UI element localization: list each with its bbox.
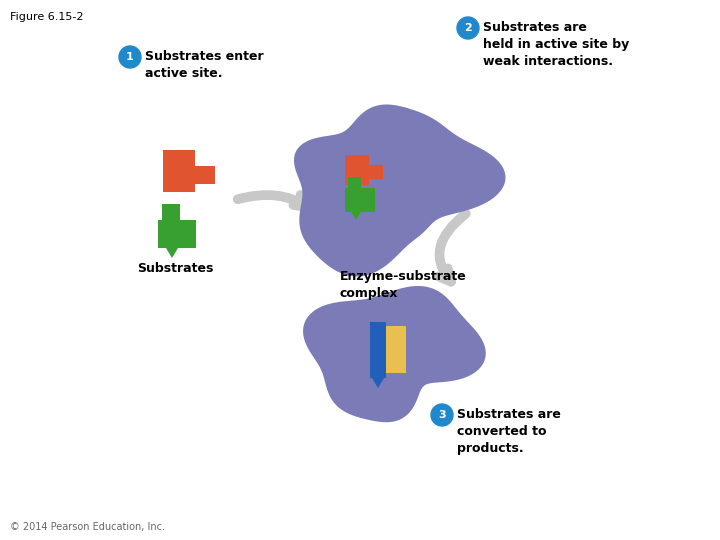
Polygon shape xyxy=(372,378,384,388)
Polygon shape xyxy=(351,212,361,220)
Polygon shape xyxy=(162,204,180,220)
Polygon shape xyxy=(345,155,369,185)
Text: 2: 2 xyxy=(464,23,472,33)
Polygon shape xyxy=(369,165,383,179)
Polygon shape xyxy=(195,166,215,184)
Polygon shape xyxy=(348,177,361,188)
Text: 3: 3 xyxy=(438,410,446,420)
Text: Substrates are
converted to
products.: Substrates are converted to products. xyxy=(457,408,561,455)
Text: Enzyme-substrate
complex: Enzyme-substrate complex xyxy=(340,270,467,300)
Circle shape xyxy=(431,404,453,426)
FancyArrowPatch shape xyxy=(438,214,466,282)
FancyArrowPatch shape xyxy=(238,195,307,207)
Polygon shape xyxy=(166,248,178,258)
Circle shape xyxy=(119,46,141,68)
Polygon shape xyxy=(345,188,375,212)
Polygon shape xyxy=(294,104,505,276)
Polygon shape xyxy=(163,150,195,192)
Polygon shape xyxy=(386,326,406,373)
Text: Substrates enter
active site.: Substrates enter active site. xyxy=(145,50,264,80)
Polygon shape xyxy=(370,322,386,378)
Polygon shape xyxy=(303,286,486,422)
Text: 1: 1 xyxy=(126,52,134,62)
Circle shape xyxy=(457,17,479,39)
Polygon shape xyxy=(158,220,196,248)
Text: Substrates are
held in active site by
weak interactions.: Substrates are held in active site by we… xyxy=(483,21,629,68)
Text: © 2014 Pearson Education, Inc.: © 2014 Pearson Education, Inc. xyxy=(10,522,165,532)
Text: Figure 6.15-2: Figure 6.15-2 xyxy=(10,12,84,22)
Text: Substrates: Substrates xyxy=(137,262,213,275)
